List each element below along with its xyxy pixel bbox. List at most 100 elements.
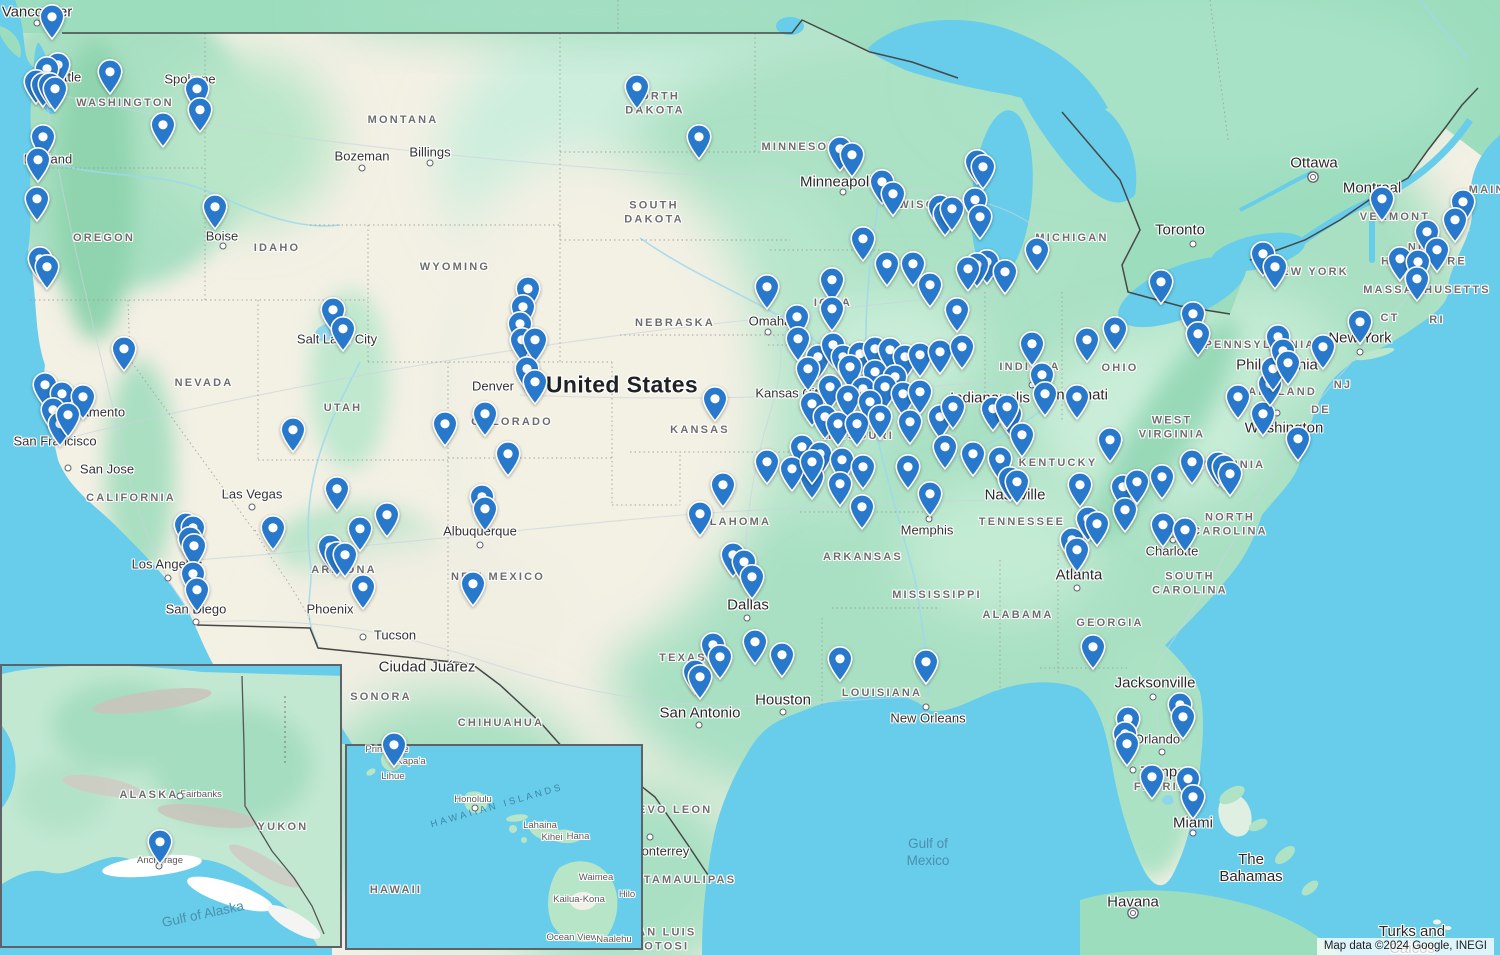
map-pin[interactable] xyxy=(944,296,970,334)
map-pin[interactable] xyxy=(324,475,350,513)
map-pin[interactable] xyxy=(1102,315,1128,353)
map-pin[interactable] xyxy=(1114,730,1140,768)
map-pin[interactable] xyxy=(39,3,65,41)
map-pin[interactable] xyxy=(895,453,921,491)
map-pin[interactable] xyxy=(1139,763,1165,801)
map-pin[interactable] xyxy=(25,146,51,184)
map-pin[interactable] xyxy=(827,645,853,683)
map-pin[interactable] xyxy=(111,335,137,373)
map-pin[interactable] xyxy=(687,663,713,701)
map-pin[interactable] xyxy=(1019,330,1045,368)
map-pin[interactable] xyxy=(742,628,768,666)
map-pin[interactable] xyxy=(754,273,780,311)
map-pin[interactable] xyxy=(347,515,373,553)
map-pin[interactable] xyxy=(686,123,712,161)
map-pin[interactable] xyxy=(917,271,943,309)
map-pin[interactable] xyxy=(187,96,213,134)
map-pin[interactable] xyxy=(24,185,50,223)
map-pin[interactable] xyxy=(1180,783,1206,821)
map-pin[interactable] xyxy=(702,385,728,423)
map-pin[interactable] xyxy=(940,393,966,431)
map-pin[interactable] xyxy=(332,541,358,579)
map-pin[interactable] xyxy=(1347,308,1373,346)
map-pin[interactable] xyxy=(867,403,893,441)
map-pin[interactable] xyxy=(280,416,306,454)
map-pin[interactable] xyxy=(1225,383,1251,421)
map-pin[interactable] xyxy=(1172,516,1198,554)
map-pin[interactable] xyxy=(1179,448,1205,486)
map-pin[interactable] xyxy=(34,253,60,291)
map-pin[interactable] xyxy=(849,493,875,531)
map-pin[interactable] xyxy=(819,295,845,333)
map-pin[interactable] xyxy=(917,480,943,518)
map-pin[interactable] xyxy=(1149,463,1175,501)
map-pin[interactable] xyxy=(992,258,1018,296)
map-pin[interactable] xyxy=(874,250,900,288)
map-pin[interactable] xyxy=(147,828,173,866)
map-pin[interactable] xyxy=(472,495,498,533)
map-pin[interactable] xyxy=(460,570,486,608)
map-pin[interactable] xyxy=(1124,468,1150,506)
map-pin[interactable] xyxy=(844,410,870,448)
map-pin[interactable] xyxy=(1032,380,1058,418)
map-pin[interactable] xyxy=(754,448,780,486)
map-pin[interactable] xyxy=(1442,206,1468,244)
map-pin[interactable] xyxy=(1275,349,1301,387)
map-pin[interactable] xyxy=(1285,425,1311,463)
map-pin[interactable] xyxy=(150,111,176,149)
map-pin[interactable] xyxy=(1080,633,1106,671)
map-pin[interactable] xyxy=(835,383,861,421)
map-pin[interactable] xyxy=(949,333,975,371)
map-pin[interactable] xyxy=(1369,185,1395,223)
map-pin[interactable] xyxy=(687,500,713,538)
map-pin[interactable] xyxy=(1250,400,1276,438)
map-pin[interactable] xyxy=(472,400,498,438)
map-pin[interactable] xyxy=(1009,421,1035,459)
map-pin[interactable] xyxy=(827,470,853,508)
map-pin[interactable] xyxy=(970,153,996,191)
map-pin[interactable] xyxy=(1185,320,1211,358)
map-pin[interactable] xyxy=(202,193,228,231)
map-pin[interactable] xyxy=(1074,326,1100,364)
map-pin[interactable] xyxy=(381,731,407,769)
map-pin[interactable] xyxy=(939,195,965,233)
map-pin[interactable] xyxy=(769,641,795,679)
map-pin[interactable] xyxy=(1404,265,1430,303)
map-pin[interactable] xyxy=(1217,460,1243,498)
map-pin[interactable] xyxy=(960,440,986,478)
map-pin[interactable] xyxy=(795,355,821,393)
map-pin[interactable] xyxy=(955,255,981,293)
map-pin[interactable] xyxy=(880,180,906,218)
map-pin[interactable] xyxy=(495,440,521,478)
map-pin[interactable] xyxy=(850,225,876,263)
map-pin[interactable] xyxy=(1112,496,1138,534)
map-pin[interactable] xyxy=(1084,510,1110,548)
map-pin[interactable] xyxy=(1064,536,1090,574)
map-pin[interactable] xyxy=(432,410,458,448)
map-pin[interactable] xyxy=(42,75,68,113)
map-pin[interactable] xyxy=(739,563,765,601)
map-pin[interactable] xyxy=(374,501,400,539)
map-pin[interactable] xyxy=(913,648,939,686)
map-pin[interactable] xyxy=(1024,236,1050,274)
map-pin[interactable] xyxy=(707,643,733,681)
map-pin[interactable] xyxy=(897,408,923,446)
map-pin[interactable] xyxy=(799,448,825,486)
map-pin[interactable] xyxy=(1067,471,1093,509)
map-pin[interactable] xyxy=(932,433,958,471)
map-pin[interactable] xyxy=(1064,383,1090,421)
map-pin[interactable] xyxy=(1262,253,1288,291)
map-pin[interactable] xyxy=(1097,426,1123,464)
map-pin[interactable] xyxy=(839,141,865,179)
map-pin[interactable] xyxy=(967,203,993,241)
map-pin[interactable] xyxy=(522,368,548,406)
map-pin[interactable] xyxy=(350,573,376,611)
map-pin[interactable] xyxy=(1148,268,1174,306)
map-pin[interactable] xyxy=(900,250,926,288)
map-pin[interactable] xyxy=(55,401,81,439)
map-pin[interactable] xyxy=(850,453,876,491)
map-pin[interactable] xyxy=(710,471,736,509)
map-pin[interactable] xyxy=(1424,236,1450,274)
map-pin[interactable] xyxy=(260,514,286,552)
